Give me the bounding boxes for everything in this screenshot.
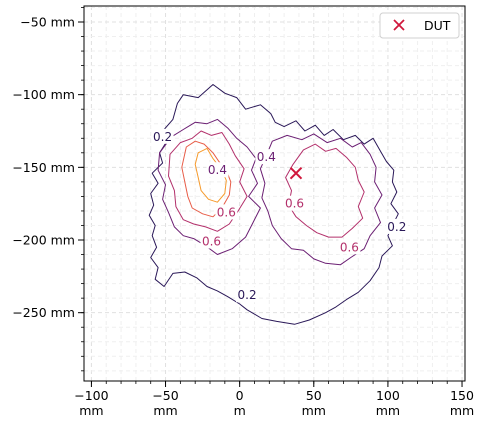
legend-box — [379, 12, 460, 39]
x-tick-unit: mm — [302, 403, 326, 418]
y-tick-label: −150 mm — [12, 160, 75, 175]
contour-label: 0.4 — [208, 163, 227, 177]
contour-label-background — [385, 218, 408, 234]
y-tick-label: −50 mm — [20, 14, 75, 29]
y-tick-label: −100 mm — [12, 87, 75, 102]
contour-label-background — [215, 204, 238, 220]
markers — [289, 166, 303, 180]
contour-line-level-0-6 — [168, 130, 248, 232]
contour-line-level-0-4 — [157, 118, 261, 255]
contour-label-background — [283, 195, 306, 211]
grid — [84, 6, 465, 381]
contour-lines — [148, 84, 399, 325]
contour-line-level-1 — [194, 147, 227, 203]
legend: DUT — [379, 12, 460, 39]
contour-label: 0.4 — [257, 150, 276, 164]
x-tick-label: 150 — [450, 388, 474, 403]
x-tick-label: 50 — [306, 388, 322, 403]
x-tick-unit: mm — [79, 403, 103, 418]
contour-line-level-0-8 — [181, 140, 232, 218]
contour-label: 0.6 — [340, 240, 359, 254]
contour-label: 0.2 — [387, 220, 406, 234]
contour-label: 0.2 — [238, 288, 257, 302]
x-tick-unit: m — [234, 403, 246, 418]
x-tick-label: −100 — [74, 388, 108, 403]
x-tick-unit: mm — [376, 403, 400, 418]
legend-dut-marker-icon — [393, 19, 405, 31]
plot-frame — [83, 5, 466, 382]
x-tick-label: −50 — [152, 388, 178, 403]
contour-label-background — [236, 287, 259, 303]
y-tick-label: −200 mm — [12, 233, 75, 248]
contour-label-background — [200, 233, 223, 249]
contour-label: 0.2 — [153, 130, 172, 144]
legend-label-dut: DUT — [424, 18, 451, 33]
contour-line-level-0-2 — [148, 84, 399, 325]
x-tick-unit: mm — [153, 403, 177, 418]
contour-label: 0.6 — [217, 205, 236, 219]
x-tick-label: 0 — [236, 388, 244, 403]
contour-label: 0.6 — [285, 197, 304, 211]
x-tick-label: 100 — [376, 388, 400, 403]
plot-background — [84, 6, 465, 381]
contour-line-level-0-6 — [285, 143, 365, 238]
contour-label-background — [206, 162, 229, 178]
contour-label: 0.6 — [202, 234, 221, 248]
contour-labels: 0.2 0.2 0.2 0.4 0.4 0.6 0.6 0.6 0.6 — [151, 128, 408, 303]
y-tick-label: −250 mm — [12, 305, 75, 320]
contour-label-background — [151, 128, 174, 144]
contour-label-background — [338, 239, 361, 255]
dut-marker-icon — [289, 166, 303, 180]
contour-label-background — [255, 149, 278, 165]
contour-line-level-0-4 — [259, 133, 383, 266]
x-tick-unit: mm — [450, 403, 474, 418]
